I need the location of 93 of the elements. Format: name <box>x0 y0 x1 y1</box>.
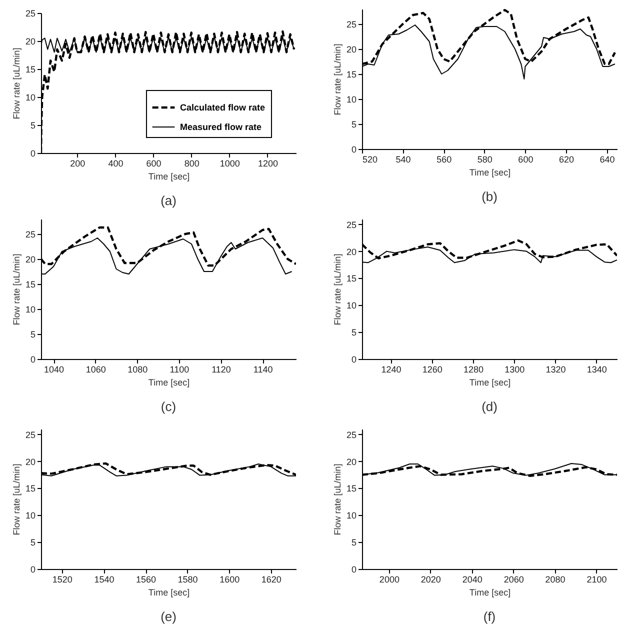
y-tick-label: 25 <box>346 220 356 230</box>
x-tick-label: 1140 <box>253 364 273 374</box>
x-tick-label: 2040 <box>462 574 482 584</box>
x-tick-label: 1240 <box>381 364 402 374</box>
y-tick-label: 25 <box>346 20 356 30</box>
x-axis-title: Time [sec] <box>469 588 511 598</box>
y-tick-label: 5 <box>30 120 36 130</box>
y-tick-label: 15 <box>25 64 36 74</box>
y-tick-label: 25 <box>25 8 36 18</box>
y-axis-title: Flow rate [uL/min] <box>11 254 22 326</box>
x-axis-title: Time [sec] <box>469 168 511 178</box>
x-tick-label: 2060 <box>504 574 524 584</box>
y-tick-label: 10 <box>25 304 36 314</box>
x-tick-label: 1320 <box>546 364 566 374</box>
text: (e) <box>160 609 176 624</box>
y-tick-label: 10 <box>346 510 356 521</box>
text: (f) <box>483 609 496 624</box>
x-tick-label: 1300 <box>504 364 525 374</box>
y-tick-label: 20 <box>346 246 356 257</box>
x-tick-label: 400 <box>108 158 124 168</box>
x-tick-label: 2080 <box>545 574 566 584</box>
text: (d) <box>482 399 498 414</box>
x-tick-label: 540 <box>396 154 411 164</box>
x-axis-title: Time [sec] <box>148 588 190 598</box>
y-tick-label: 20 <box>25 456 36 467</box>
y-tick-label: 5 <box>351 538 356 548</box>
y-tick-label: 15 <box>25 484 36 494</box>
y-tick-label: 25 <box>25 230 36 240</box>
y-tick-label: 20 <box>25 254 36 264</box>
y-axis-title: Flow rate [uL/min] <box>11 48 22 120</box>
x-tick-label: 1000 <box>220 158 240 168</box>
x-tick-label: 640 <box>600 154 615 164</box>
y-tick-label: 20 <box>346 456 356 467</box>
x-tick-label: 1620 <box>261 574 282 584</box>
x-tick-label: 600 <box>518 154 534 164</box>
y-tick-label: 0 <box>351 354 356 364</box>
y-tick-label: 5 <box>30 330 36 340</box>
y-tick-label: 15 <box>346 70 356 80</box>
text: (b) <box>482 189 498 204</box>
y-tick-label: 5 <box>30 538 36 548</box>
y-tick-label: 0 <box>351 564 356 574</box>
y-tick-label: 10 <box>25 92 36 102</box>
y-tick-label: 15 <box>346 274 356 284</box>
x-axis-title: Time [sec] <box>469 378 511 388</box>
text: (a) <box>160 193 176 208</box>
y-tick-label: 10 <box>346 300 356 311</box>
x-tick-label: 1120 <box>212 364 231 374</box>
y-axis-title: Flow rate [uL/min] <box>332 464 342 536</box>
y-axis-title: Flow rate [uL/min] <box>11 464 22 536</box>
x-tick-label: 1600 <box>220 574 240 584</box>
x-tick-label: 800 <box>184 158 200 168</box>
x-tick-label: 1060 <box>86 364 106 374</box>
x-tick-label: 1560 <box>136 574 156 584</box>
x-axis-title: Time [sec] <box>148 172 190 182</box>
y-tick-label: 15 <box>25 280 36 290</box>
x-tick-label: 1040 <box>44 364 64 374</box>
legend-label: Measured flow rate <box>180 122 262 132</box>
y-tick-label: 0 <box>30 148 36 158</box>
x-tick-label: 1520 <box>52 574 72 584</box>
x-tick-label: 1580 <box>178 574 198 584</box>
x-tick-label: 580 <box>477 154 492 164</box>
y-tick-label: 15 <box>346 484 356 494</box>
x-tick-label: 200 <box>70 158 86 168</box>
x-tick-label: 620 <box>558 154 574 164</box>
x-axis-title: Time [sec] <box>148 378 190 388</box>
y-tick-label: 20 <box>346 44 356 54</box>
legend-label: Calculated flow rate <box>180 102 266 112</box>
x-tick-label: 1280 <box>464 364 484 374</box>
y-tick-label: 5 <box>351 328 356 338</box>
x-tick-label: 1260 <box>422 364 442 374</box>
x-tick-label: 2100 <box>586 574 607 584</box>
x-tick-label: 520 <box>362 154 378 164</box>
y-tick-label: 25 <box>25 430 36 440</box>
y-tick-label: 10 <box>346 94 356 104</box>
x-tick-label: 2020 <box>420 574 441 584</box>
y-tick-label: 0 <box>351 144 356 154</box>
y-tick-label: 5 <box>351 120 356 130</box>
x-tick-label: 600 <box>146 158 162 168</box>
y-axis-title: Flow rate [uL/min] <box>332 44 342 116</box>
x-tick-label: 560 <box>436 154 452 164</box>
text: (c) <box>160 399 176 414</box>
x-tick-label: 2000 <box>379 574 400 584</box>
y-tick-label: 20 <box>25 36 36 46</box>
x-tick-label: 1340 <box>586 364 607 374</box>
y-tick-label: 10 <box>25 510 36 521</box>
x-tick-label: 1540 <box>94 574 114 584</box>
x-tick-label: 1080 <box>128 364 148 374</box>
y-axis-title: Flow rate [uL/min] <box>332 254 342 326</box>
y-tick-label: 25 <box>346 430 356 440</box>
y-tick-label: 0 <box>30 564 36 574</box>
x-tick-label: 1200 <box>258 158 278 168</box>
x-tick-label: 1100 <box>170 364 190 374</box>
y-tick-label: 0 <box>30 354 36 364</box>
